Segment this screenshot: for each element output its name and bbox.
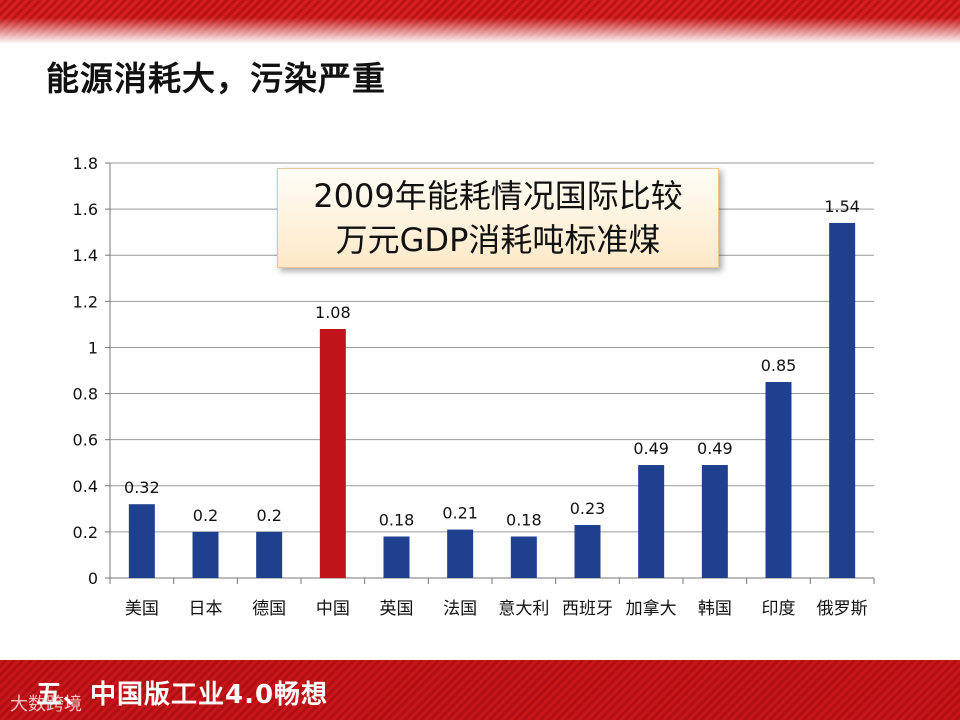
bar-4 [319,329,346,578]
y-tick-label: 0.6 [73,431,98,450]
chart-callout-box: 2009年能耗情况国际比较 万元GDP消耗吨标准煤 [277,168,719,268]
data-label: 0.18 [379,511,415,530]
y-tick-label: 1.2 [73,292,98,311]
y-tick-label: 0 [88,569,98,588]
slide-title: 能源消耗大，污染严重 [46,59,386,98]
data-label: 0.2 [193,506,218,525]
bar-8 [574,524,601,578]
category-label: 美国 [125,599,159,619]
bar-10 [701,465,728,578]
y-tick-label: 1.8 [73,154,98,173]
bar-7 [510,536,537,578]
category-label: 德国 [252,599,286,619]
bar-12 [829,222,856,578]
footer-section-title: 五、中国版工业4.0畅想 [36,680,329,710]
callout-line-2: 万元GDP消耗吨标准煤 [335,221,661,259]
category-label: 英国 [380,599,414,619]
bar-11 [765,382,792,578]
callout-line-1: 2009年能耗情况国际比较 [313,177,683,215]
category-label: 意大利 [498,599,549,619]
bar-6 [447,529,474,578]
category-label: 西班牙 [562,599,613,619]
top-band-fade [0,0,960,44]
category-label: 中国 [316,599,350,619]
category-label: 法国 [443,599,477,619]
data-label: 0.2 [256,506,281,525]
data-label: 0.49 [697,439,733,458]
category-label: 加拿大 [626,598,677,619]
y-tick-label: 1 [88,338,98,357]
category-label: 印度 [762,599,796,619]
data-label: 0.23 [570,499,606,518]
data-label: 0.18 [506,511,542,530]
bar-chart: 0 0.2 0.4 0.6 0.8 1 1.2 1.4 1.6 1.8 0.32 美国 0.2 日本 0.2… [73,154,875,619]
y-tick-label: 0.4 [73,477,98,496]
data-label: 1.08 [315,303,351,322]
category-label: 韩国 [698,599,732,619]
data-label: 0.85 [761,356,797,375]
data-label: 1.54 [824,197,860,216]
data-label: 0.49 [633,439,669,458]
footer-band [0,660,960,720]
data-label: 0.32 [124,478,160,497]
bar-2 [192,531,219,578]
data-label: 0.21 [442,504,478,523]
bar-3 [256,531,283,578]
y-tick-label: 0.2 [73,523,98,542]
y-tick-label: 1.4 [73,246,98,265]
watermark-text: 大数跨境 [10,694,82,715]
bar-9 [638,465,665,578]
bar-5 [383,536,410,578]
y-tick-label: 1.6 [73,200,98,219]
category-label: 俄罗斯 [817,599,868,619]
category-label: 日本 [189,599,223,619]
y-tick-label: 0.8 [73,385,98,404]
bar-1 [128,504,155,578]
